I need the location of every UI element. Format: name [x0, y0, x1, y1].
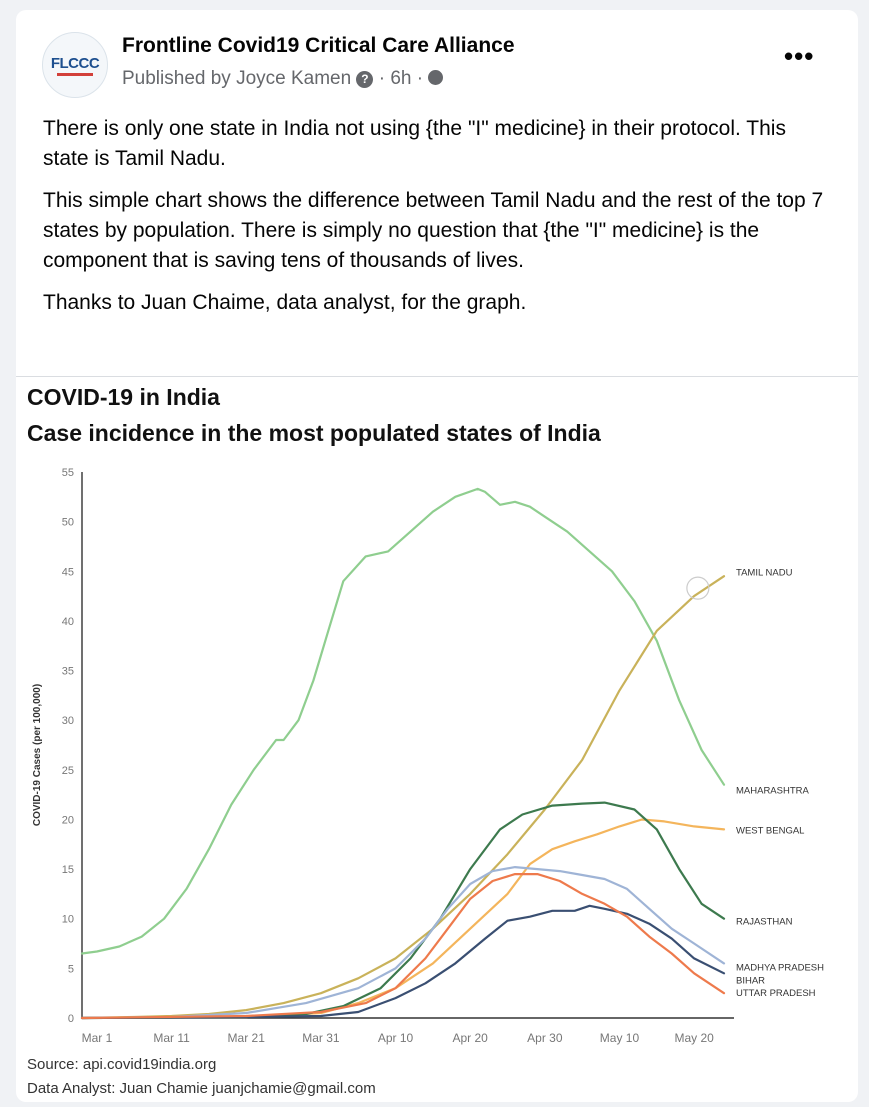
series-label-west-bengal: WEST BENGAL: [736, 825, 804, 836]
y-tick-label: 5: [68, 963, 74, 975]
chart-subtitle: Case incidence in the most populated sta…: [27, 420, 601, 446]
post-paragraph: This simple chart shows the difference b…: [43, 189, 824, 272]
x-tick-label: Mar 21: [228, 1031, 266, 1045]
y-tick-label: 50: [62, 517, 74, 529]
page-name-link[interactable]: Frontline Covid19 Critical Care Alliance: [122, 34, 515, 57]
series-line-rajasthan: [80, 801, 726, 1020]
series-label-bihar: BIHAR: [736, 975, 765, 986]
chart-analyst: Data Analyst: Juan Chamie juanjchamie@gm…: [27, 1080, 376, 1097]
x-tick-label: Apr 30: [527, 1031, 563, 1045]
series-line-tamil-nadu: [80, 575, 726, 1020]
avatar-logo-underline: [57, 73, 93, 76]
y-tick-label: 30: [62, 715, 74, 727]
chart-title: COVID-19 in India: [27, 384, 220, 410]
y-tick-label: 25: [62, 765, 74, 777]
post-time[interactable]: 6h: [390, 68, 412, 89]
post-paragraph: There is only one state in India not usi…: [43, 117, 786, 170]
chart-source: Source: api.covid19india.org: [27, 1056, 217, 1073]
series-line-madhya-pradesh: [80, 866, 726, 1020]
avatar-logo-text: FLCCC: [50, 55, 100, 72]
series-label-rajasthan: RAJASTHAN: [736, 917, 793, 928]
chart-image[interactable]: 0 5 10 15 20 25 30 35 40 45 50 55 COVID-19 Cases (pe…: [16, 450, 858, 1055]
post-meta: Published by Joyce Kamen ? · 6h ·: [122, 68, 444, 90]
y-tick-label: 35: [62, 666, 74, 678]
y-axis-label: COVID-19 Cases (per 100,000): [32, 684, 43, 826]
post-text: There is only one state in India not usi…: [43, 114, 833, 330]
series-line-bihar: [80, 904, 726, 1020]
divider: [16, 376, 858, 377]
meta-separator-2: ·: [416, 68, 424, 89]
x-tick-label: Apr 10: [378, 1031, 414, 1045]
series-label-tamil-nadu: TAMIL NADU: [736, 567, 793, 578]
y-tick-label: 20: [62, 814, 74, 826]
y-tick-label: 15: [62, 864, 74, 876]
help-icon[interactable]: ?: [356, 71, 374, 88]
series-label-madhya-pradesh: MADHYA PRADESH: [736, 962, 824, 973]
x-tick-label: May 10: [600, 1031, 640, 1045]
page-avatar[interactable]: FLCCC: [42, 32, 108, 98]
y-tick-label: 45: [62, 566, 74, 578]
series-label-uttar-pradesh: UTTAR PRADESH: [736, 988, 816, 999]
series-line-maharashtra: [80, 487, 726, 955]
more-options-button[interactable]: •••: [784, 41, 815, 71]
post-header: FLCCC Frontline Covid19 Critical Care Al…: [16, 10, 858, 100]
x-tick-label: May 20: [674, 1031, 714, 1045]
post-paragraph: Thanks to Juan Chaime, data analyst, for…: [43, 291, 527, 314]
meta-separator: ·: [378, 68, 386, 89]
x-tick-label: Apr 20: [453, 1031, 489, 1045]
series-line-uttar-pradesh: [80, 873, 726, 1020]
x-tick-label: Mar 1: [82, 1031, 113, 1045]
y-tick-label: 10: [62, 914, 74, 926]
x-tick-label: Mar 31: [302, 1031, 340, 1045]
y-tick-label: 40: [62, 616, 74, 628]
post-card: FLCCC Frontline Covid19 Critical Care Al…: [16, 10, 858, 1102]
y-tick-label: 0: [68, 1013, 74, 1025]
x-tick-label: Mar 11: [153, 1031, 190, 1045]
series-label-maharashtra: MAHARASHTRA: [736, 786, 810, 797]
y-tick-label: 55: [62, 467, 74, 479]
globe-icon: [428, 70, 444, 85]
published-by: Published by Joyce Kamen: [122, 68, 352, 89]
hover-marker: [686, 576, 710, 600]
